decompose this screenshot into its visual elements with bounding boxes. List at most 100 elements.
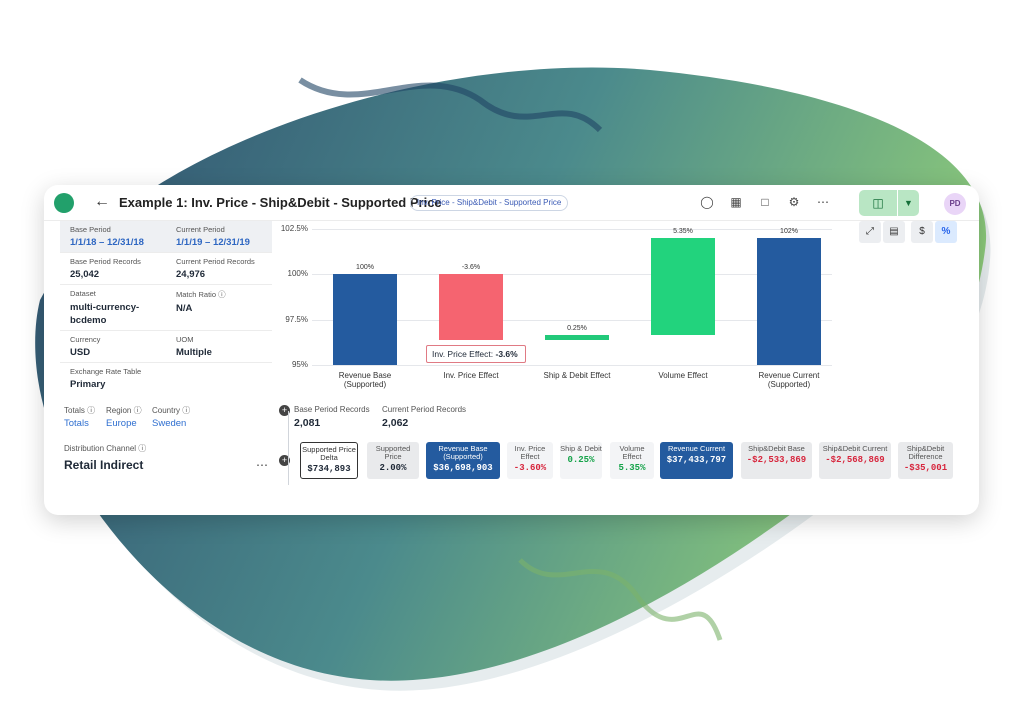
period-row: Base Period 1/1/18 – 12/31/18 Current Per… — [60, 221, 272, 253]
current-records-label: Current Period Records — [382, 405, 467, 414]
dataset-row: Dataset multi-currency-bcdemo Match Ratio… — [60, 285, 272, 331]
chip-revenue-base[interactable]: Revenue Base (Supported) $36,698,903 — [426, 442, 500, 479]
info-icon[interactable]: ⓘ — [138, 444, 147, 453]
chip-value: $734,893 — [307, 464, 351, 474]
add-chip-icon[interactable]: + — [279, 455, 290, 466]
chip-name: Ship&Debit Current — [822, 444, 888, 453]
info-value[interactable]: 1/1/18 – 12/31/18 — [70, 237, 144, 248]
chip-inv-price-effect[interactable]: Inv. Price Effect -3.60% — [507, 442, 553, 479]
chip-name: Inv. Price Effect — [514, 444, 546, 461]
chart-tools: ⤢ ▤ $ % — [859, 221, 969, 245]
info-value: 25,042 — [70, 269, 100, 280]
info-icon[interactable]: ⓘ — [182, 406, 191, 415]
grid-line — [312, 229, 832, 230]
dollar-toggle[interactable]: $ — [911, 221, 933, 243]
chip-revenue-current[interactable]: Revenue Current $37,433,797 — [660, 442, 733, 479]
filter-label-region: Region ⓘ — [106, 405, 142, 416]
filter-link-region[interactable]: Europe — [106, 418, 137, 429]
percent-toggle[interactable]: % — [935, 221, 957, 243]
records-row: Base Period Records 25,042 Current Period… — [60, 253, 272, 285]
info-cell: Base Period 1/1/18 – 12/31/18 — [60, 221, 166, 252]
x-tick-label: Ship & Debit Effect — [543, 371, 611, 380]
chip-name: Revenue Current — [667, 444, 726, 453]
chevron-down-icon[interactable]: ▼ — [897, 190, 919, 216]
shield-icon[interactable]: □ — [761, 195, 769, 209]
chip-value: -$35,001 — [903, 463, 948, 473]
divider — [288, 411, 289, 485]
info-label: UOM — [176, 335, 194, 344]
database-icon[interactable]: ◫ — [872, 196, 884, 210]
chart-type-icon[interactable]: ▤ — [883, 221, 905, 243]
info-value: Primary — [70, 379, 106, 390]
gear-icon[interactable]: ⚙ — [788, 195, 800, 209]
chip-name: Supported Price Delta — [302, 445, 356, 462]
base-records-value: 2,081 — [294, 417, 321, 429]
data-label: 100% — [356, 264, 374, 272]
y-tick-label: 102.5% — [280, 224, 308, 233]
chart-bar[interactable] — [333, 274, 397, 365]
tooltip-label: Inv. Price Effect: — [432, 349, 494, 359]
info-icon[interactable]: ⓘ — [133, 406, 142, 415]
info-value: multi-currency-bcdemo — [70, 302, 140, 326]
app-logo — [54, 193, 74, 213]
chip-name: Ship&Debit Base — [748, 444, 805, 453]
link-pill[interactable]: Inv. Price - Ship&Debit - Supported Pric… — [410, 195, 569, 211]
lightbulb-icon[interactable]: ◯ — [700, 195, 714, 209]
chip-ship-debit-difference[interactable]: Ship&Debit Difference -$35,001 — [898, 442, 953, 479]
info-label: Dataset — [70, 289, 96, 298]
top-bar: ← Example 1: Inv. Price - Ship&Debit - S… — [44, 185, 979, 221]
more-icon[interactable]: ⋯ — [817, 195, 829, 209]
filter-link-totals[interactable]: Totals — [64, 418, 89, 429]
chart-bar[interactable] — [757, 238, 821, 365]
filter-label-text: Region — [106, 406, 132, 415]
chip-ship-debit-base[interactable]: Ship&Debit Base -$2,533,869 — [741, 442, 812, 479]
info-cell: Dataset multi-currency-bcdemo — [60, 285, 166, 330]
y-tick-label: 97.5% — [285, 314, 308, 324]
filter-label-text: Country — [152, 406, 181, 415]
filter-label-totals: Totals ⓘ — [64, 405, 95, 416]
data-label: 5.35% — [673, 228, 693, 236]
grid-line — [312, 365, 832, 366]
info-value: Multiple — [176, 347, 212, 358]
dataset-button[interactable]: ◫ ▼ — [859, 190, 919, 216]
chip-volume-effect[interactable]: Volume Effect 5.35% — [610, 442, 654, 479]
chip-value: $37,433,797 — [666, 455, 727, 465]
chart-bar[interactable] — [651, 238, 715, 336]
info-value[interactable]: 1/1/19 – 12/31/19 — [176, 237, 250, 248]
add-records-icon[interactable]: + — [279, 405, 290, 416]
info-cell: UOM Multiple — [166, 331, 272, 362]
avatar[interactable]: PD — [944, 193, 966, 215]
chip-value: -$2,568,869 — [825, 455, 885, 465]
info-label: Base Period Records — [70, 257, 141, 266]
info-icon[interactable]: ⓘ — [218, 290, 226, 299]
distribution-channel-value[interactable]: Retail Indirect — [64, 458, 144, 472]
info-label: Exchange Rate Table — [70, 367, 142, 376]
chip-supported-price-delta[interactable]: Supported Price Delta $734,893 — [300, 442, 358, 479]
distribution-channel-label-text: Distribution Channel — [64, 444, 137, 453]
chip-name: Supported Price — [375, 444, 411, 461]
data-label: 102% — [780, 228, 798, 236]
info-cell: Currency USD — [60, 331, 166, 362]
filter-label-text: Totals — [64, 406, 85, 415]
chip-name: Volume Effect — [619, 444, 645, 461]
chip-supported-price[interactable]: Supported Price 2.00% — [367, 442, 419, 479]
chip-ship-debit[interactable]: Ship & Debit 0.25% — [560, 442, 602, 479]
grid-line — [312, 274, 832, 276]
info-cell: Base Period Records 25,042 — [60, 253, 166, 284]
chip-ship-debit-current[interactable]: Ship&Debit Current -$2,568,869 — [819, 442, 891, 479]
chart-tooltip: Inv. Price Effect: -3.6% — [426, 345, 526, 363]
chart-bar[interactable] — [545, 335, 609, 340]
filter-link-country[interactable]: Sweden — [152, 418, 187, 429]
expand-icon[interactable]: ⤢ — [859, 221, 881, 243]
table-settings-icon[interactable]: ▦ — [730, 195, 742, 209]
exchange-row: Exchange Rate Table Primary — [60, 363, 272, 395]
info-label: Current Period — [176, 225, 225, 234]
chip-name: Revenue Base (Supported) — [438, 444, 488, 461]
x-tick-label: Volume Effect — [658, 371, 708, 380]
x-tick-label: Revenue Base (Supported) — [338, 371, 392, 389]
more-options-icon[interactable]: ⋯ — [256, 458, 268, 472]
chart-bar[interactable] — [439, 274, 503, 340]
back-arrow-icon[interactable]: ← — [94, 193, 110, 210]
y-tick-label: 100% — [287, 269, 308, 279]
info-icon[interactable]: ⓘ — [87, 406, 96, 415]
